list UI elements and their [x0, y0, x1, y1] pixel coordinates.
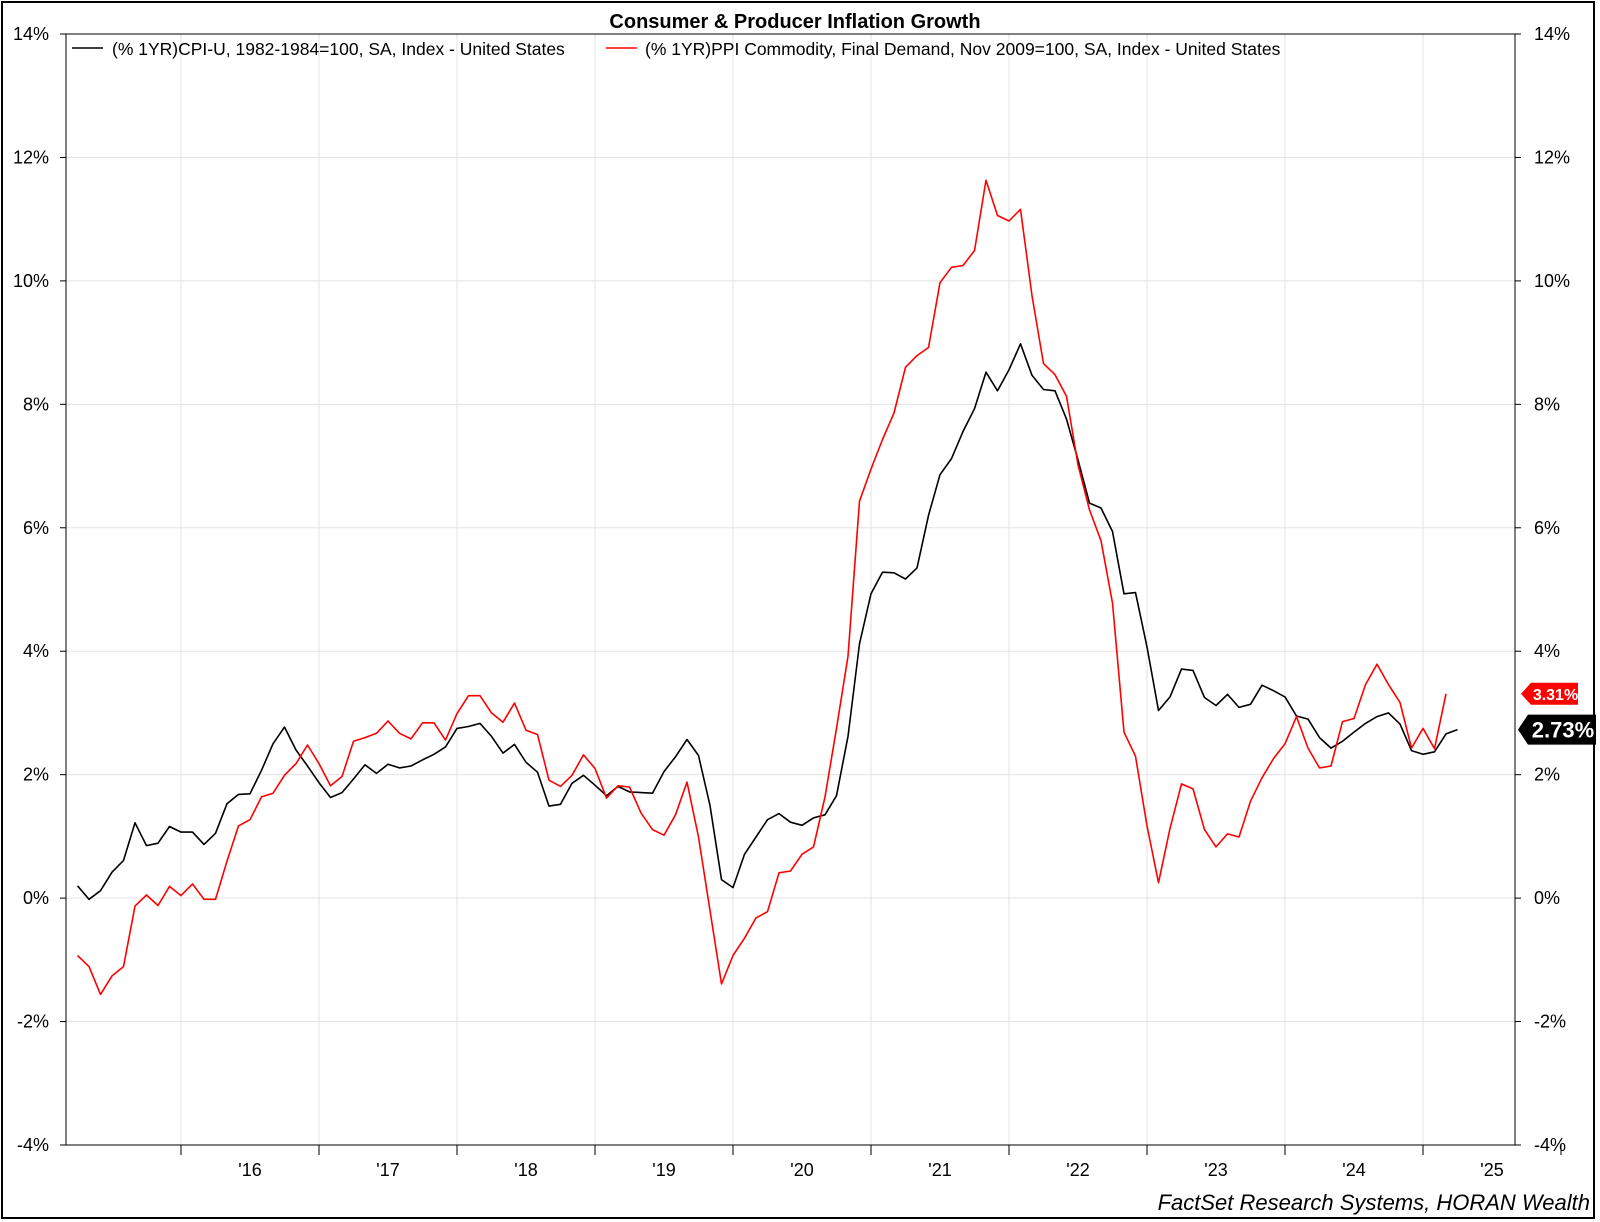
y-axis-right: 14% 12% 10% 8% 6% 4% 2% 0% -2% -4% — [1515, 24, 1570, 1155]
legend-label-cpi: (% 1YR)CPI-U, 1982-1984=100, SA, Index -… — [112, 39, 565, 59]
y-tick-label-right: 12% — [1534, 147, 1570, 167]
y-tick-label-right: -2% — [1534, 1012, 1566, 1032]
series-line-ppi — [76, 179, 1447, 996]
legend: (% 1YR)CPI-U, 1982-1984=100, SA, Index -… — [72, 39, 1281, 59]
y-tick-label-left: -2% — [17, 1012, 49, 1032]
x-tick-label: '21 — [928, 1160, 951, 1180]
x-tick-label: '19 — [652, 1160, 675, 1180]
x-axis: '16 '17 '18 '19 '20 '21 '22 '23 '24 '25 — [180, 1145, 1562, 1180]
y-tick-label-left: 10% — [13, 271, 49, 291]
x-tick-label: '25 — [1480, 1160, 1503, 1180]
legend-label-ppi: (% 1YR)PPI Commodity, Final Demand, Nov … — [645, 39, 1281, 59]
y-tick-label-left: 6% — [23, 518, 49, 538]
series-line-cpi — [76, 342, 1458, 901]
y-axis-left: 14% 12% 10% 8% 6% 4% 2% 0% -2% -4% — [13, 24, 66, 1155]
x-tick-label: '23 — [1204, 1160, 1227, 1180]
y-tick-label-left: 12% — [13, 147, 49, 167]
y-tick-label-right: 4% — [1534, 641, 1560, 661]
y-tick-label-right: 14% — [1534, 24, 1570, 44]
grid-lines — [66, 34, 1515, 1145]
y-tick-label-right: 8% — [1534, 394, 1560, 414]
y-tick-label-left: 0% — [23, 888, 49, 908]
x-tick-label: '20 — [790, 1160, 813, 1180]
series-lines — [76, 179, 1458, 996]
y-tick-label-left: 2% — [23, 765, 49, 785]
chart-title: Consumer & Producer Inflation Growth — [609, 11, 980, 33]
y-tick-label-right: 6% — [1534, 518, 1560, 538]
last-value-tag-ppi — [1521, 682, 1578, 705]
y-tick-label-right: 2% — [1534, 765, 1560, 785]
y-tick-label-left: 4% — [23, 641, 49, 661]
y-tick-label-right: -4% — [1534, 1135, 1566, 1155]
x-tick-label: '22 — [1066, 1160, 1089, 1180]
y-tick-label-left: 14% — [13, 24, 49, 44]
last-value-label-cpi: 2.73% — [1532, 718, 1594, 743]
last-value-labels: 2.73% 3.31% — [1518, 682, 1596, 745]
x-tick-label: '17 — [376, 1160, 399, 1180]
y-tick-label-left: -4% — [17, 1135, 49, 1155]
x-tick-label: '16 — [238, 1160, 261, 1180]
x-tick-label: '24 — [1342, 1160, 1365, 1180]
y-tick-label-left: 8% — [23, 394, 49, 414]
y-tick-label-right: 0% — [1534, 888, 1560, 908]
last-value-tag-cpi — [1518, 714, 1596, 745]
last-value-label-ppi: 3.31% — [1533, 687, 1578, 704]
plot-area — [65, 33, 1516, 1146]
y-tick-label-right: 10% — [1534, 271, 1570, 291]
x-tick-label: '18 — [514, 1160, 537, 1180]
source-note: FactSet Research Systems, HORAN Wealth — [1157, 1190, 1590, 1215]
